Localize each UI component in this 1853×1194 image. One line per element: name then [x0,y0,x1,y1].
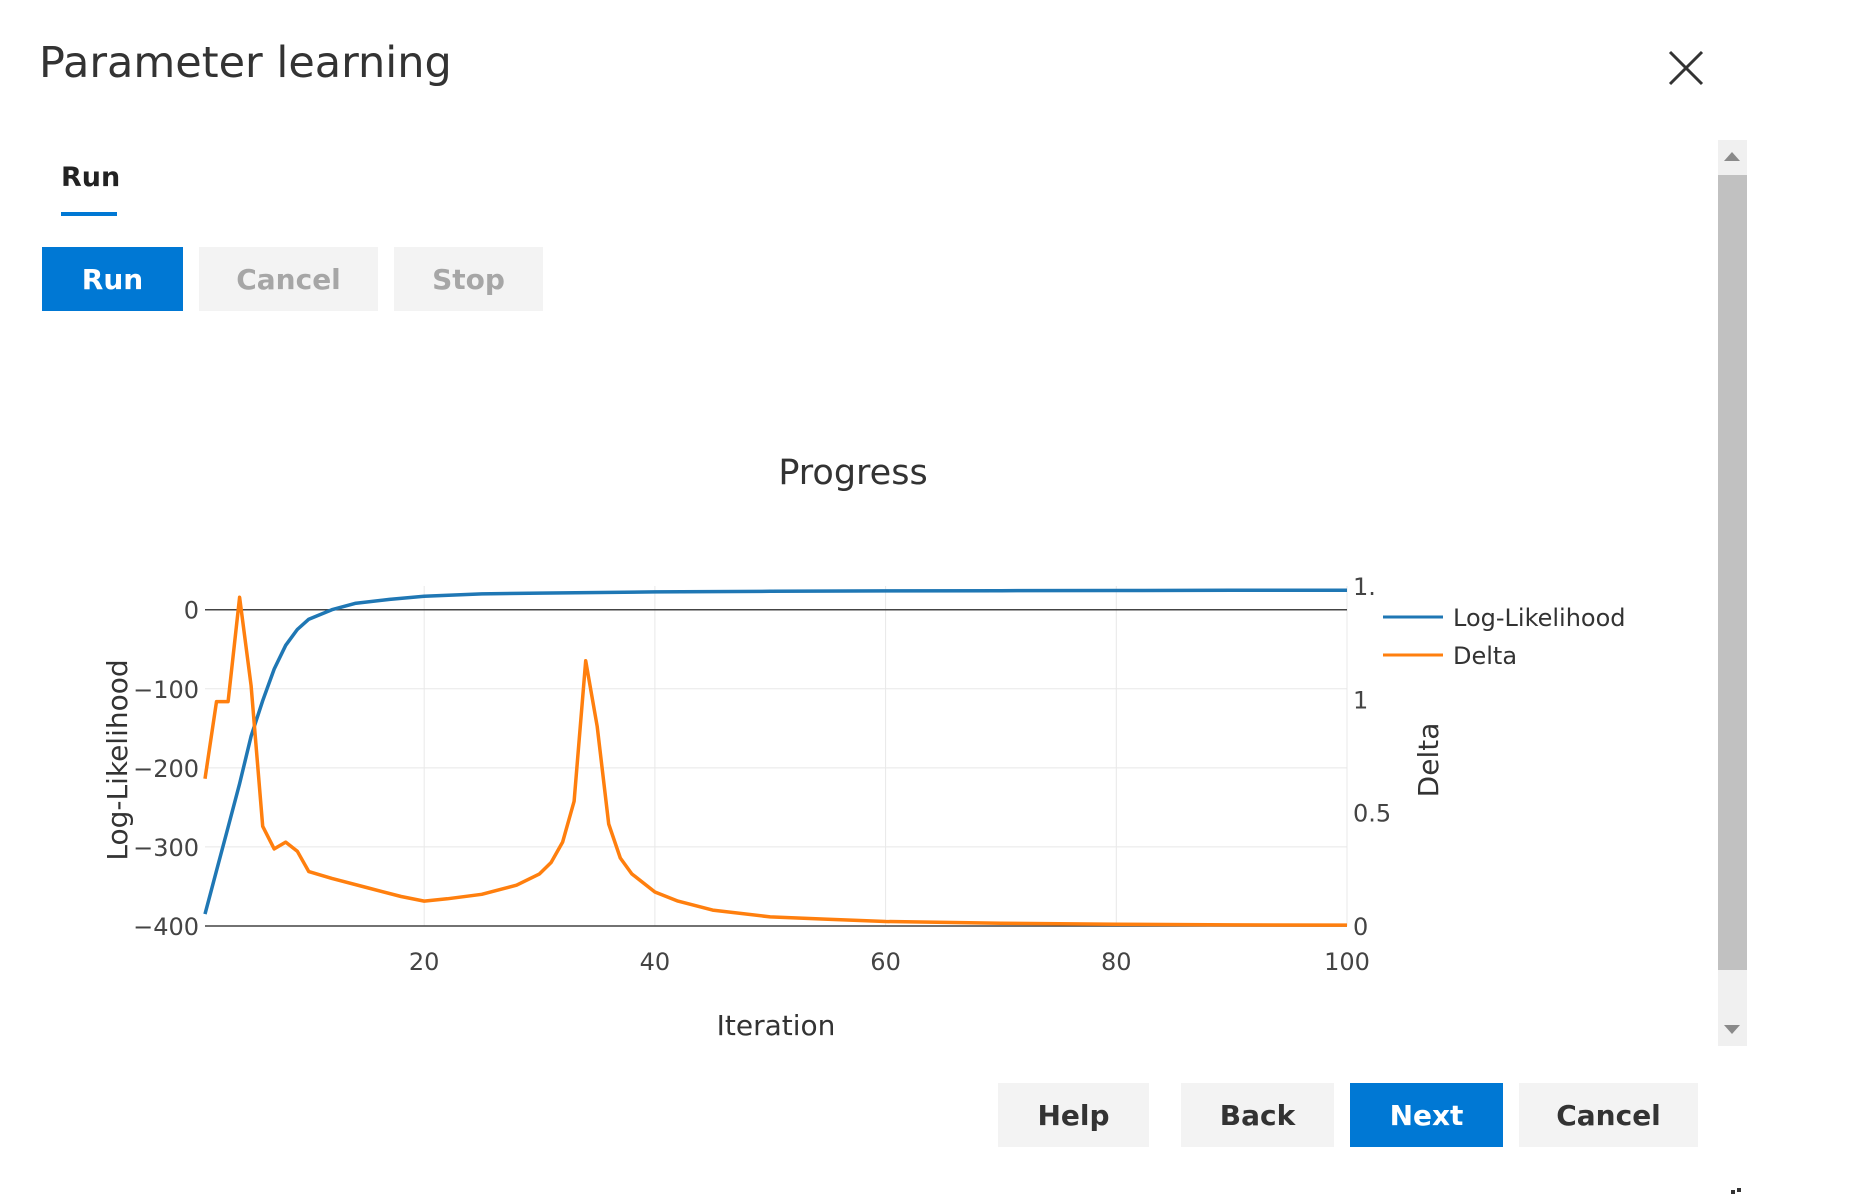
cancel-run-button[interactable]: Cancel [199,247,378,311]
back-button[interactable]: Back [1181,1083,1334,1147]
tab-run[interactable]: Run [61,162,121,193]
scroll-down-arrow-icon[interactable] [1724,1025,1740,1034]
resize-grip-icon[interactable] [1729,1188,1743,1194]
y2-axis-label: Delta [1412,723,1445,798]
y2-tick-label: 0 [1353,913,1368,941]
x-tick-label: 20 [409,948,440,976]
x-tick-label: 40 [640,948,671,976]
y-tick-label: −100 [133,676,199,704]
scrollbar-thumb[interactable] [1718,175,1747,970]
y-axis-label: Log-Likelihood [101,659,134,860]
legend[interactable]: Log-Likelihood Delta [1383,604,1626,670]
cancel-button[interactable]: Cancel [1519,1083,1698,1147]
stop-button[interactable]: Stop [394,247,543,311]
series-line-log-likelihood [203,588,1347,915]
scroll-up-arrow-icon[interactable] [1724,152,1740,161]
chart-grid [205,586,1348,927]
y2-tick-label: 1. [1353,573,1376,601]
x-axis-ticks: 20 40 60 80 100 [409,948,1370,976]
series-line-delta [203,595,1348,927]
y2-axis-ticks: 1. 1 0.5 0 [1353,573,1391,941]
x-tick-label: 100 [1324,948,1370,976]
tab-active-indicator [61,212,117,216]
y-tick-label: −400 [133,913,199,941]
x-tick-label: 80 [1101,948,1132,976]
x-axis-label: Iteration [717,1009,836,1042]
run-button[interactable]: Run [42,247,183,311]
y2-tick-label: 0.5 [1353,800,1391,828]
y-tick-label: −200 [133,755,199,783]
legend-label-delta[interactable]: Delta [1453,642,1517,670]
close-icon[interactable] [1664,46,1708,90]
y2-tick-label: 1 [1353,686,1368,714]
x-tick-label: 60 [870,948,901,976]
chart-title: Progress [778,453,927,493]
chart-lines [203,588,1348,927]
dialog-title: Parameter learning [39,38,452,88]
y-tick-label: −300 [133,834,199,862]
help-button[interactable]: Help [998,1083,1149,1147]
y-tick-label: 0 [184,597,199,625]
y-axis-ticks: 0 −100 −200 −300 −400 [133,597,199,941]
legend-label-log-likelihood[interactable]: Log-Likelihood [1453,604,1626,632]
next-button[interactable]: Next [1350,1083,1503,1147]
